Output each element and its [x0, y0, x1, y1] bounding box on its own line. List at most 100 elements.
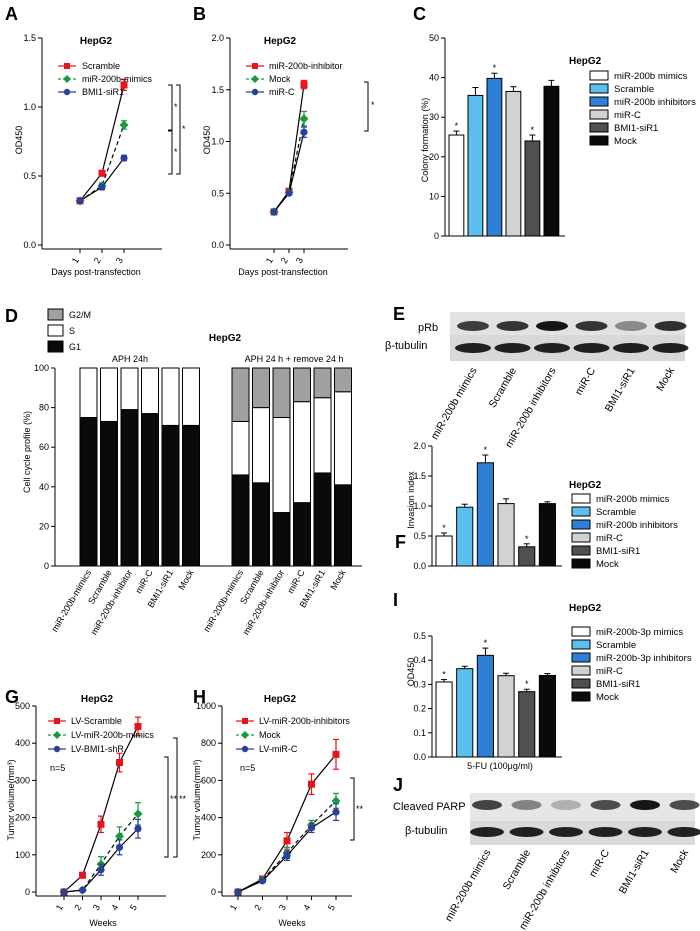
- legend-swatch: [589, 83, 609, 94]
- stacked-bar-segment: [231, 474, 250, 567]
- significance-star: *: [442, 523, 446, 533]
- x-tick-label: 3: [294, 256, 305, 265]
- legend-marker-diamond: [251, 75, 259, 83]
- legend-label: LV-miR-200b-inhibitors: [259, 716, 350, 726]
- legend-swatch: [589, 122, 609, 133]
- x-tick-label: 2: [279, 256, 290, 265]
- stacked-bar-segment: [334, 391, 352, 486]
- bar: [476, 654, 494, 758]
- panel-a-letter: A: [5, 4, 18, 24]
- legend-label: Scramble: [596, 507, 636, 518]
- data-point-circle: [115, 843, 124, 851]
- y-tick-label: 100: [34, 363, 49, 373]
- legend-marker-square: [54, 718, 60, 724]
- y-tick-label: 40: [39, 482, 49, 492]
- lane-label: Scramble: [501, 847, 534, 892]
- blot-membrane-parp: [470, 793, 695, 821]
- stacked-bar-segment: [272, 367, 291, 418]
- x-tick-label: 3: [114, 256, 125, 265]
- star-label: **: [170, 794, 178, 804]
- data-point-circle: [300, 128, 308, 136]
- y-tick-label: 800: [201, 738, 216, 748]
- x-tick-label: 5: [326, 903, 337, 912]
- legend-label: Scramble: [596, 640, 636, 651]
- legend-swatch: [571, 665, 591, 676]
- legend-label: BMI1-siR1: [614, 123, 658, 134]
- x-tick-label: 4: [109, 903, 120, 912]
- panel-h: H HepG2 Weeks Tumor volume(mm³) n=5 0 200…: [192, 687, 364, 928]
- bar: [435, 681, 453, 758]
- panel-a-ylabel: OD450: [14, 126, 24, 155]
- legend-label: miR-200b-3p mimics: [596, 627, 683, 638]
- blot-row-label: β-tubulin: [405, 825, 447, 837]
- legend-marker-circle: [241, 745, 249, 753]
- data-point-circle: [234, 888, 242, 896]
- y-tick-label: 1000: [196, 701, 216, 711]
- blot-band-loading: [613, 343, 649, 353]
- data-point-circle: [283, 852, 291, 860]
- y-tick-label: 0: [434, 231, 439, 241]
- star-label: *: [174, 147, 178, 157]
- data-point-circle: [120, 154, 128, 162]
- panel-a-legend: Scramble miR-200b-mimics BMI1-siR1: [58, 61, 153, 97]
- legend-swatch: [571, 558, 591, 569]
- blot-band-loading: [652, 343, 689, 353]
- x-tick-label: 1: [228, 903, 239, 912]
- y-tick-label: 2.0: [211, 33, 224, 43]
- y-tick-label: 20: [39, 521, 49, 531]
- lane-label: Mock: [668, 847, 691, 875]
- y-tick-label: 0.2: [413, 704, 426, 714]
- x-tick-label: Mock: [176, 568, 196, 592]
- panel-g-xlabel: Weeks: [89, 918, 117, 928]
- data-point-square: [98, 169, 106, 177]
- bar: [448, 134, 465, 237]
- y-tick-label: 400: [201, 813, 216, 823]
- stacked-bar-segment: [272, 417, 291, 514]
- stacked-bar-segment: [141, 367, 159, 415]
- stacked-bar-segment: [334, 367, 352, 393]
- blot-band-loading: [455, 343, 491, 353]
- legend-swatch: [571, 626, 591, 637]
- blot-band-loading: [588, 827, 623, 837]
- y-tick-label: 0.0: [413, 561, 426, 571]
- stacked-bar-segment: [120, 367, 139, 411]
- panel-h-significance-bracket: [350, 777, 355, 841]
- panel-a: A HepG2 Days post-transfection OD450 0.0…: [5, 4, 186, 277]
- legend-label: miR-C: [596, 666, 623, 677]
- y-tick-label: 0.5: [413, 631, 426, 641]
- panel-a-title: HepG2: [80, 36, 113, 47]
- data-point-square: [300, 81, 308, 89]
- y-tick-label: 10: [429, 191, 439, 201]
- panel-a-significance-brackets: [168, 84, 181, 175]
- panel-c-title: HepG2: [569, 56, 602, 67]
- significance-star: *: [484, 445, 488, 455]
- stacked-bar-segment: [182, 367, 200, 426]
- stacked-bar-segment: [79, 417, 98, 567]
- legend-swatch-g1: [47, 340, 64, 353]
- legend-label: miR-200b-mimics: [82, 74, 153, 84]
- legend-label: LV-miR-200b-mimics: [71, 730, 154, 740]
- stacked-bar-segment: [293, 502, 311, 567]
- data-point-circle: [270, 208, 278, 216]
- panel-f-letter: F: [395, 532, 406, 552]
- stacked-bar-segment: [79, 367, 98, 418]
- legend-label: Mock: [269, 74, 291, 84]
- legend-label: Scramble: [614, 84, 654, 95]
- legend-swatch: [589, 96, 609, 107]
- panel-i-ylabel: OD450: [406, 658, 416, 687]
- significance-star: *: [442, 670, 446, 680]
- star-label: **: [356, 804, 364, 814]
- legend-label: Mock: [596, 559, 619, 570]
- legend-marker-square: [242, 718, 248, 724]
- data-point-square: [116, 759, 123, 767]
- bar: [518, 546, 536, 567]
- lane-label: Scramble: [487, 365, 520, 410]
- bar: [467, 94, 484, 237]
- y-tick-label: 0: [25, 887, 30, 897]
- y-tick-label: 600: [201, 775, 216, 785]
- panel-g-n: n=5: [50, 763, 65, 773]
- x-tick-label: miR-C: [285, 568, 307, 596]
- lane-label: miR-200b mimics: [429, 366, 480, 442]
- significance-star: *: [455, 121, 459, 131]
- panel-c-ylabel: Colony formation (%): [420, 98, 430, 183]
